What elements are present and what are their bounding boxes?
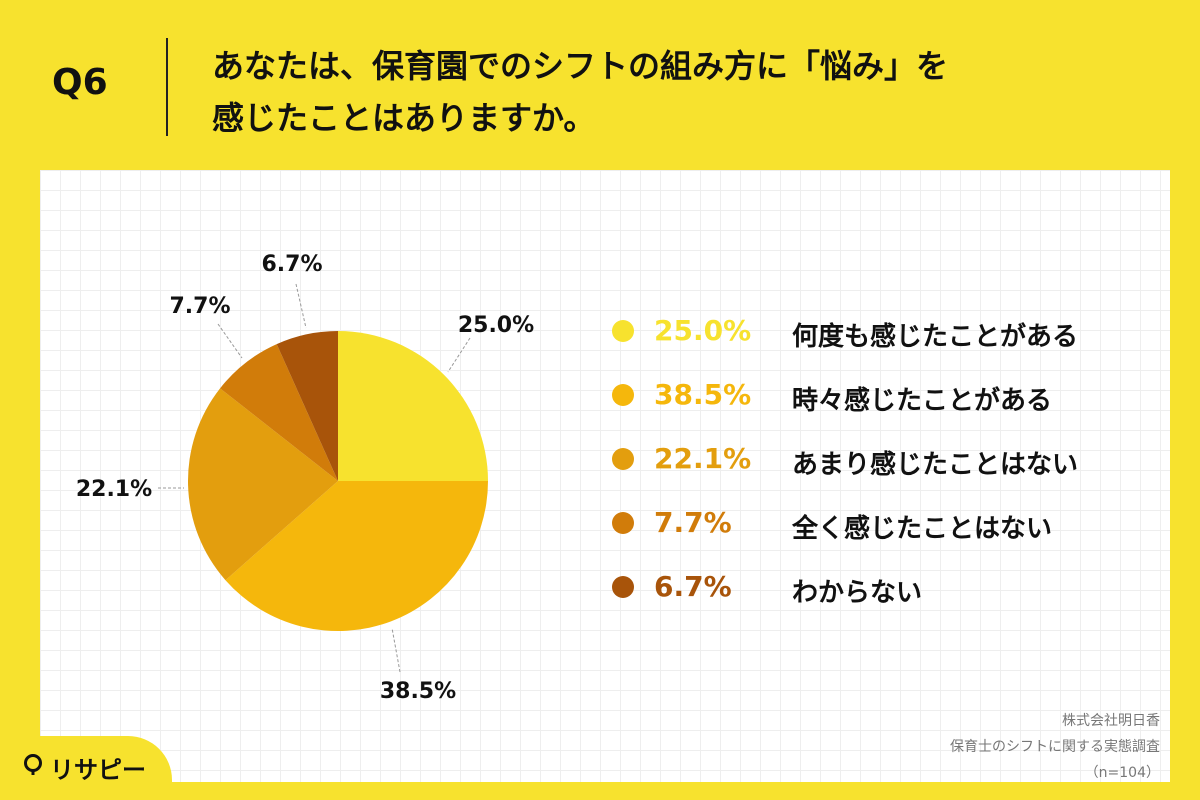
legend-value: 7.7% [654, 506, 732, 539]
legend-value: 22.1% [654, 442, 752, 475]
legend-value: 25.0% [654, 314, 752, 347]
legend-label: わからない [792, 578, 923, 608]
legend-label: あまり感じたことはない [792, 450, 1079, 480]
data-label: 25.0% [458, 313, 534, 338]
pie-slice [276, 331, 338, 481]
question-text: あなたは、保育園でのシフトの組み方に「悩み」を 感じたことはありますか。 [212, 40, 948, 144]
brand-logo: リサピー [0, 736, 172, 800]
data-label: 38.5% [380, 679, 456, 704]
header-divider [166, 38, 168, 136]
legend-value: 38.5% [654, 378, 752, 411]
leader-line [447, 337, 471, 373]
legend-dot [612, 320, 634, 342]
source-note: 株式会社明日香 保育士のシフトに関する実態調査 （n=104） [950, 708, 1160, 786]
data-label: 7.7% [169, 294, 230, 319]
brand-name: リサピー [50, 756, 146, 784]
question-line-2: 感じたことはありますか。 [212, 99, 596, 137]
legend-dot [612, 384, 634, 406]
question-number: Q6 [52, 62, 108, 103]
leader-line [391, 627, 401, 673]
source-survey: 保育士のシフトに関する実態調査 [950, 739, 1160, 755]
legend-label: 時々感じたことがある [792, 386, 1053, 416]
legend-label: 全く感じたことはない [792, 514, 1053, 544]
pie-slice [225, 481, 488, 631]
leader-line [295, 283, 307, 329]
legend-dot [612, 448, 634, 470]
question-line-1: あなたは、保育園でのシフトの組み方に「悩み」を [212, 47, 949, 85]
data-label: 22.1% [76, 477, 152, 502]
pie-slice [338, 331, 488, 481]
legend-dot [612, 512, 634, 534]
pie-slice [188, 388, 338, 581]
data-label: 6.7% [261, 252, 322, 277]
leader-line [217, 323, 243, 359]
source-sample: （n=104） [1084, 765, 1160, 781]
legend-value: 6.7% [654, 570, 732, 603]
header: Q6 あなたは、保育園でのシフトの組み方に「悩み」を 感じたことはありますか。 [0, 0, 1200, 170]
source-company: 株式会社明日香 [1062, 713, 1160, 729]
map-pin-icon [24, 754, 42, 775]
legend-dot [612, 576, 634, 598]
legend-label: 何度も感じたことがある [792, 322, 1079, 352]
pie-slice [220, 344, 338, 481]
